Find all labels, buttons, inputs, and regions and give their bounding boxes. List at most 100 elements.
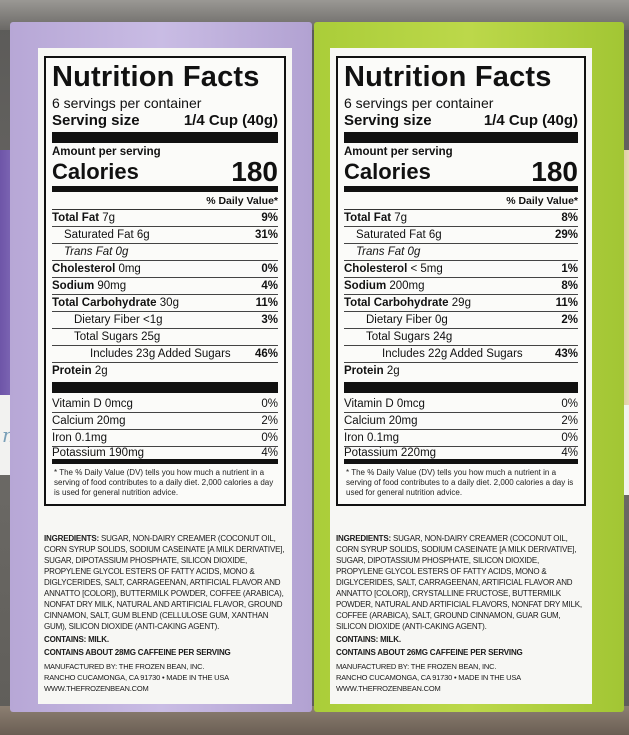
nutrient-name: Includes 22g Added Sugars: [382, 347, 523, 360]
serving-size: Serving size 1/4 Cup (40g): [344, 112, 578, 130]
vitamin-name: Potassium 220mg: [344, 446, 437, 459]
vitamin-name: Vitamin D 0mcg: [344, 397, 425, 410]
vitamin-dv: 0%: [561, 397, 578, 410]
calories-label: Calories: [344, 159, 431, 184]
vitamin-row: Potassium 220mg 4%: [344, 447, 578, 464]
amount-per-serving: Amount per serving: [52, 146, 161, 158]
nutrient-amount: 2g: [383, 365, 400, 377]
nutrient-name-bold: Cholesterol: [344, 262, 408, 275]
serving-size-value: 1/4 Cup (40g): [483, 112, 578, 129]
nutrient-name-bold: Total Carbohydrate: [52, 296, 157, 309]
manufacturer-address: Rancho Cucamonga, CA 91730 • Made in the…: [336, 673, 521, 682]
ingredients-text: Sugar, non-dairy creamer (coconut oil, c…: [336, 534, 582, 631]
nutrient-name: Saturated Fat 6g: [356, 228, 442, 241]
nutrient-dv: 3%: [261, 313, 278, 326]
nutrient-dv: 1%: [561, 262, 578, 275]
nutrient-dv: 9%: [261, 211, 278, 224]
manufacturer-info: Manufactured by: The Frozen Bean, Inc. R…: [336, 661, 586, 694]
nutrient-row-total-fat: Total Fat 7g 9%: [52, 210, 278, 227]
ingredients-label: Ingredients:: [336, 534, 391, 543]
nutrient-dv: 0%: [261, 262, 278, 275]
vitamin-name: Calcium 20mg: [344, 414, 418, 427]
nutrient-dv: 29%: [554, 228, 578, 241]
divider-thick: [344, 132, 578, 143]
nutrient-row-total-carbohydrate: Total Carbohydrate 30g 11%: [52, 295, 278, 312]
nutrient-row-cholesterol: Cholesterol < 5mg 1%: [344, 261, 578, 278]
nutrient-row-total-sugars: Total Sugars 24g: [344, 329, 578, 346]
nutrient-dv: 46%: [254, 347, 278, 360]
nutrient-row-added-sugars: Includes 23g Added Sugars 46%: [52, 346, 278, 363]
allergen-statement: Contains: Milk.: [336, 635, 401, 644]
manufacturer-website: www.thefrozenbean.com: [336, 684, 441, 693]
label-title: Nutrition Facts: [344, 61, 552, 93]
serving-size-label: Serving size: [52, 112, 140, 129]
nutrient-name-bold: Sodium: [52, 279, 95, 292]
nutrient-name: Dietary Fiber <1g: [74, 313, 163, 326]
manufacturer-info: Manufactured by: The Frozen Bean, Inc. R…: [44, 661, 286, 694]
daily-value-header: % Daily Value*: [52, 194, 278, 210]
nutrient-row-saturated-fat: Saturated Fat 6g 31%: [52, 227, 278, 244]
vitamin-dv: 2%: [261, 414, 278, 427]
nutrient-amount: 29g: [448, 296, 471, 309]
vitamin-row: Iron 0.1mg 0%: [344, 430, 578, 447]
nutrient-row-protein: Protein 2g: [52, 363, 278, 380]
nutrient-name: Trans Fat 0g: [64, 245, 129, 258]
serving-size-value: 1/4 Cup (40g): [183, 112, 278, 129]
ingredients-label: Ingredients:: [44, 534, 99, 543]
vitamin-name: Calcium 20mg: [52, 414, 126, 427]
manufacturer-address: Rancho Cucamonga, CA 91730 • Made in the…: [44, 673, 229, 682]
nutrient-dv: 8%: [561, 279, 578, 292]
vitamin-name: Iron 0.1mg: [52, 431, 107, 444]
label-panel: Nutrition Facts 6 servings per container…: [330, 48, 592, 704]
nutrient-row-sodium: Sodium 200mg 8%: [344, 278, 578, 295]
nutrient-amount: 7g: [391, 211, 408, 224]
divider-medium: [344, 186, 578, 192]
nutrient-name-bold: Total Fat: [52, 211, 100, 224]
calories-row: Calories 180: [344, 158, 578, 186]
nutrient-row-total-fat: Total Fat 7g 8%: [344, 210, 578, 227]
vitamin-row: Vitamin D 0mcg 0%: [344, 396, 578, 413]
divider-medium: [52, 186, 278, 192]
ingredients-block: Ingredients: Sugar, non-dairy creamer (c…: [44, 533, 286, 658]
daily-value-footnote: * The % Daily Value (DV) tells you how m…: [54, 468, 274, 497]
vitamin-row: Calcium 20mg 2%: [52, 413, 278, 430]
nutrient-amount: 30g: [156, 296, 179, 309]
nutrient-name: Includes 23g Added Sugars: [90, 347, 231, 360]
nutrient-dv: 11%: [555, 296, 578, 309]
nutrient-name-bold: Protein: [52, 365, 92, 377]
nutrient-row-trans-fat: Trans Fat 0g: [344, 244, 578, 261]
nutrient-name-bold: Total Carbohydrate: [344, 296, 449, 309]
vitamin-dv: 4%: [561, 446, 578, 459]
manufacturer-line: Manufactured by: The Frozen Bean, Inc.: [44, 662, 205, 671]
nutrient-row-added-sugars: Includes 22g Added Sugars 43%: [344, 346, 578, 363]
vitamin-dv: 0%: [561, 431, 578, 444]
vitamin-name: Potassium 190mg: [52, 446, 145, 459]
nutrient-name: Saturated Fat 6g: [64, 228, 150, 241]
nutrient-row-cholesterol: Cholesterol 0mg 0%: [52, 261, 278, 278]
nutrient-row-protein: Protein 2g: [344, 363, 578, 380]
vitamin-dv: 0%: [261, 397, 278, 410]
nutrient-amount: 2g: [91, 365, 108, 377]
divider-thick: [52, 132, 278, 143]
nutrient-name: Dietary Fiber 0g: [366, 313, 448, 326]
nutrient-row-total-sugars: Total Sugars 25g: [52, 329, 278, 346]
nutrient-amount: 90mg: [94, 279, 127, 292]
vitamin-row: Potassium 190mg 4%: [52, 447, 278, 464]
vitamin-dv: 2%: [561, 414, 578, 427]
serving-size-label: Serving size: [344, 112, 432, 129]
calories-value: 180: [231, 156, 278, 187]
serving-size: Serving size 1/4 Cup (40g): [52, 112, 278, 130]
label-title: Nutrition Facts: [52, 61, 260, 93]
product-box-purple: Nutrition Facts 6 servings per container…: [10, 22, 312, 712]
nutrient-name-bold: Sodium: [344, 279, 387, 292]
calories-row: Calories 180: [52, 156, 278, 187]
nutrient-row-saturated-fat: Saturated Fat 6g 29%: [344, 227, 578, 244]
vitamin-name: Vitamin D 0mcg: [52, 397, 133, 410]
vitamin-row: Iron 0.1mg 0%: [52, 430, 278, 447]
vitamin-row: Calcium 20mg 2%: [344, 413, 578, 430]
ingredients-block: Ingredients: Sugar, non-dairy creamer (c…: [336, 533, 586, 658]
amount-per-serving: Amount per serving: [344, 146, 453, 158]
nutrient-name: Trans Fat 0g: [356, 245, 421, 258]
nutrient-dv: 43%: [554, 347, 578, 360]
nutrition-facts-label: Nutrition Facts 6 servings per container…: [44, 56, 286, 506]
